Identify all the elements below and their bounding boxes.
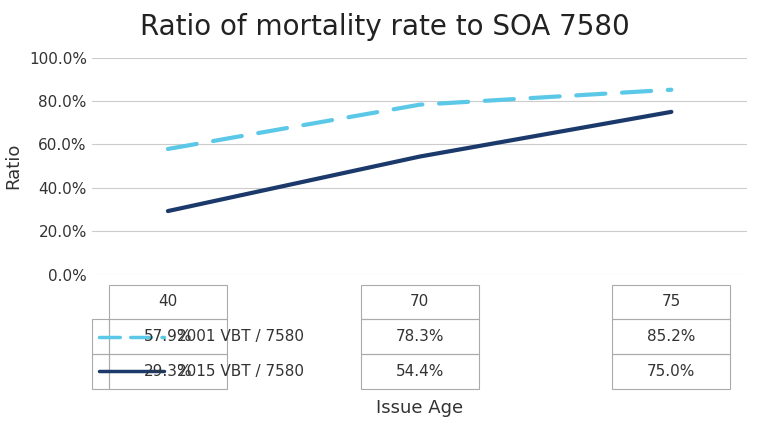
Text: 2015 VBT / 7580: 2015 VBT / 7580 [177, 364, 304, 379]
Text: 40: 40 [159, 295, 178, 310]
Text: 70: 70 [410, 295, 430, 310]
Text: 2001 VBT / 7580: 2001 VBT / 7580 [177, 329, 304, 344]
Text: 85.2%: 85.2% [648, 329, 695, 344]
Text: 75.0%: 75.0% [648, 364, 695, 379]
Text: Ratio of mortality rate to SOA 7580: Ratio of mortality rate to SOA 7580 [140, 13, 630, 41]
Text: 78.3%: 78.3% [396, 329, 444, 344]
Text: 29.3%: 29.3% [144, 364, 192, 379]
Text: 75: 75 [661, 295, 681, 310]
Text: Issue Age: Issue Age [376, 399, 464, 417]
Text: 57.9%: 57.9% [144, 329, 192, 344]
Y-axis label: Ratio: Ratio [4, 143, 22, 189]
Text: 54.4%: 54.4% [396, 364, 444, 379]
